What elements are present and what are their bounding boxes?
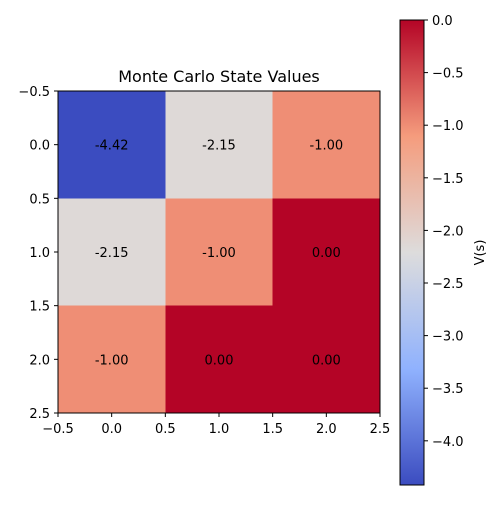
colorbar-tick-label: −2.0: [432, 224, 464, 239]
cell-value-label-1-2: 0.00: [312, 246, 341, 261]
y-tick-label: −0.5: [18, 85, 50, 100]
heatmap-cell-2-0: [58, 305, 166, 413]
heatmap-cell-0-2: [272, 91, 380, 199]
colorbar-tick-label: −3.0: [432, 330, 464, 345]
heatmap-cell-0-1: [165, 91, 273, 199]
colorbar-tick-label: −1.0: [432, 119, 464, 134]
colorbar-tick-label: −4.0: [432, 435, 464, 450]
cell-value-label-0-2: -1.00: [310, 139, 344, 154]
colorbar-tick-label: −0.5: [432, 67, 464, 82]
heatmap-cell-2-2: [272, 305, 380, 413]
cell-value-label-2-2: 0.00: [312, 353, 341, 368]
y-tick-label: 0.5: [29, 192, 50, 207]
heatmap-cell-1-1: [165, 198, 273, 306]
chart-title: Monte Carlo State Values: [118, 67, 320, 86]
y-tick-label: 2.5: [29, 407, 50, 422]
colorbar-tick-label: −3.5: [432, 382, 464, 397]
y-tick-label: 0.0: [29, 139, 50, 154]
x-tick-label: 0.0: [101, 422, 122, 437]
y-tick-label: 1.5: [29, 300, 50, 315]
x-tick-label: 2.0: [316, 422, 337, 437]
heatmap-cell-1-2: [272, 198, 380, 306]
y-tick-label: 1.0: [29, 246, 50, 261]
colorbar-frame: [399, 19, 425, 486]
heatmap-cell-0-0: [58, 91, 166, 199]
colorbar-tick-label: −2.5: [432, 277, 464, 292]
cell-value-label-1-1: -1.00: [202, 246, 236, 261]
x-tick-label: −0.5: [42, 422, 74, 437]
cell-value-label-0-1: -2.15: [202, 139, 236, 154]
heatmap-cell-2-1: [165, 305, 273, 413]
cell-value-label-0-0: -4.42: [95, 139, 129, 154]
colorbar-tick-label: 0.0: [432, 14, 453, 29]
x-tick-label: 1.5: [262, 422, 283, 437]
y-tick-label: 2.0: [29, 353, 50, 368]
heatmap-cell-1-0: [58, 198, 166, 306]
x-tick-label: 2.5: [370, 422, 391, 437]
colorbar-label: V(s): [473, 240, 488, 266]
x-tick-label: 0.5: [155, 422, 176, 437]
colorbar-gradient: [400, 20, 424, 485]
cell-value-label-2-0: -1.00: [95, 353, 129, 368]
colorbar-tick-label: −1.5: [432, 172, 464, 187]
x-tick-label: 1.0: [209, 422, 230, 437]
cell-value-label-2-1: 0.00: [205, 353, 234, 368]
cell-value-label-1-0: -2.15: [95, 246, 129, 261]
